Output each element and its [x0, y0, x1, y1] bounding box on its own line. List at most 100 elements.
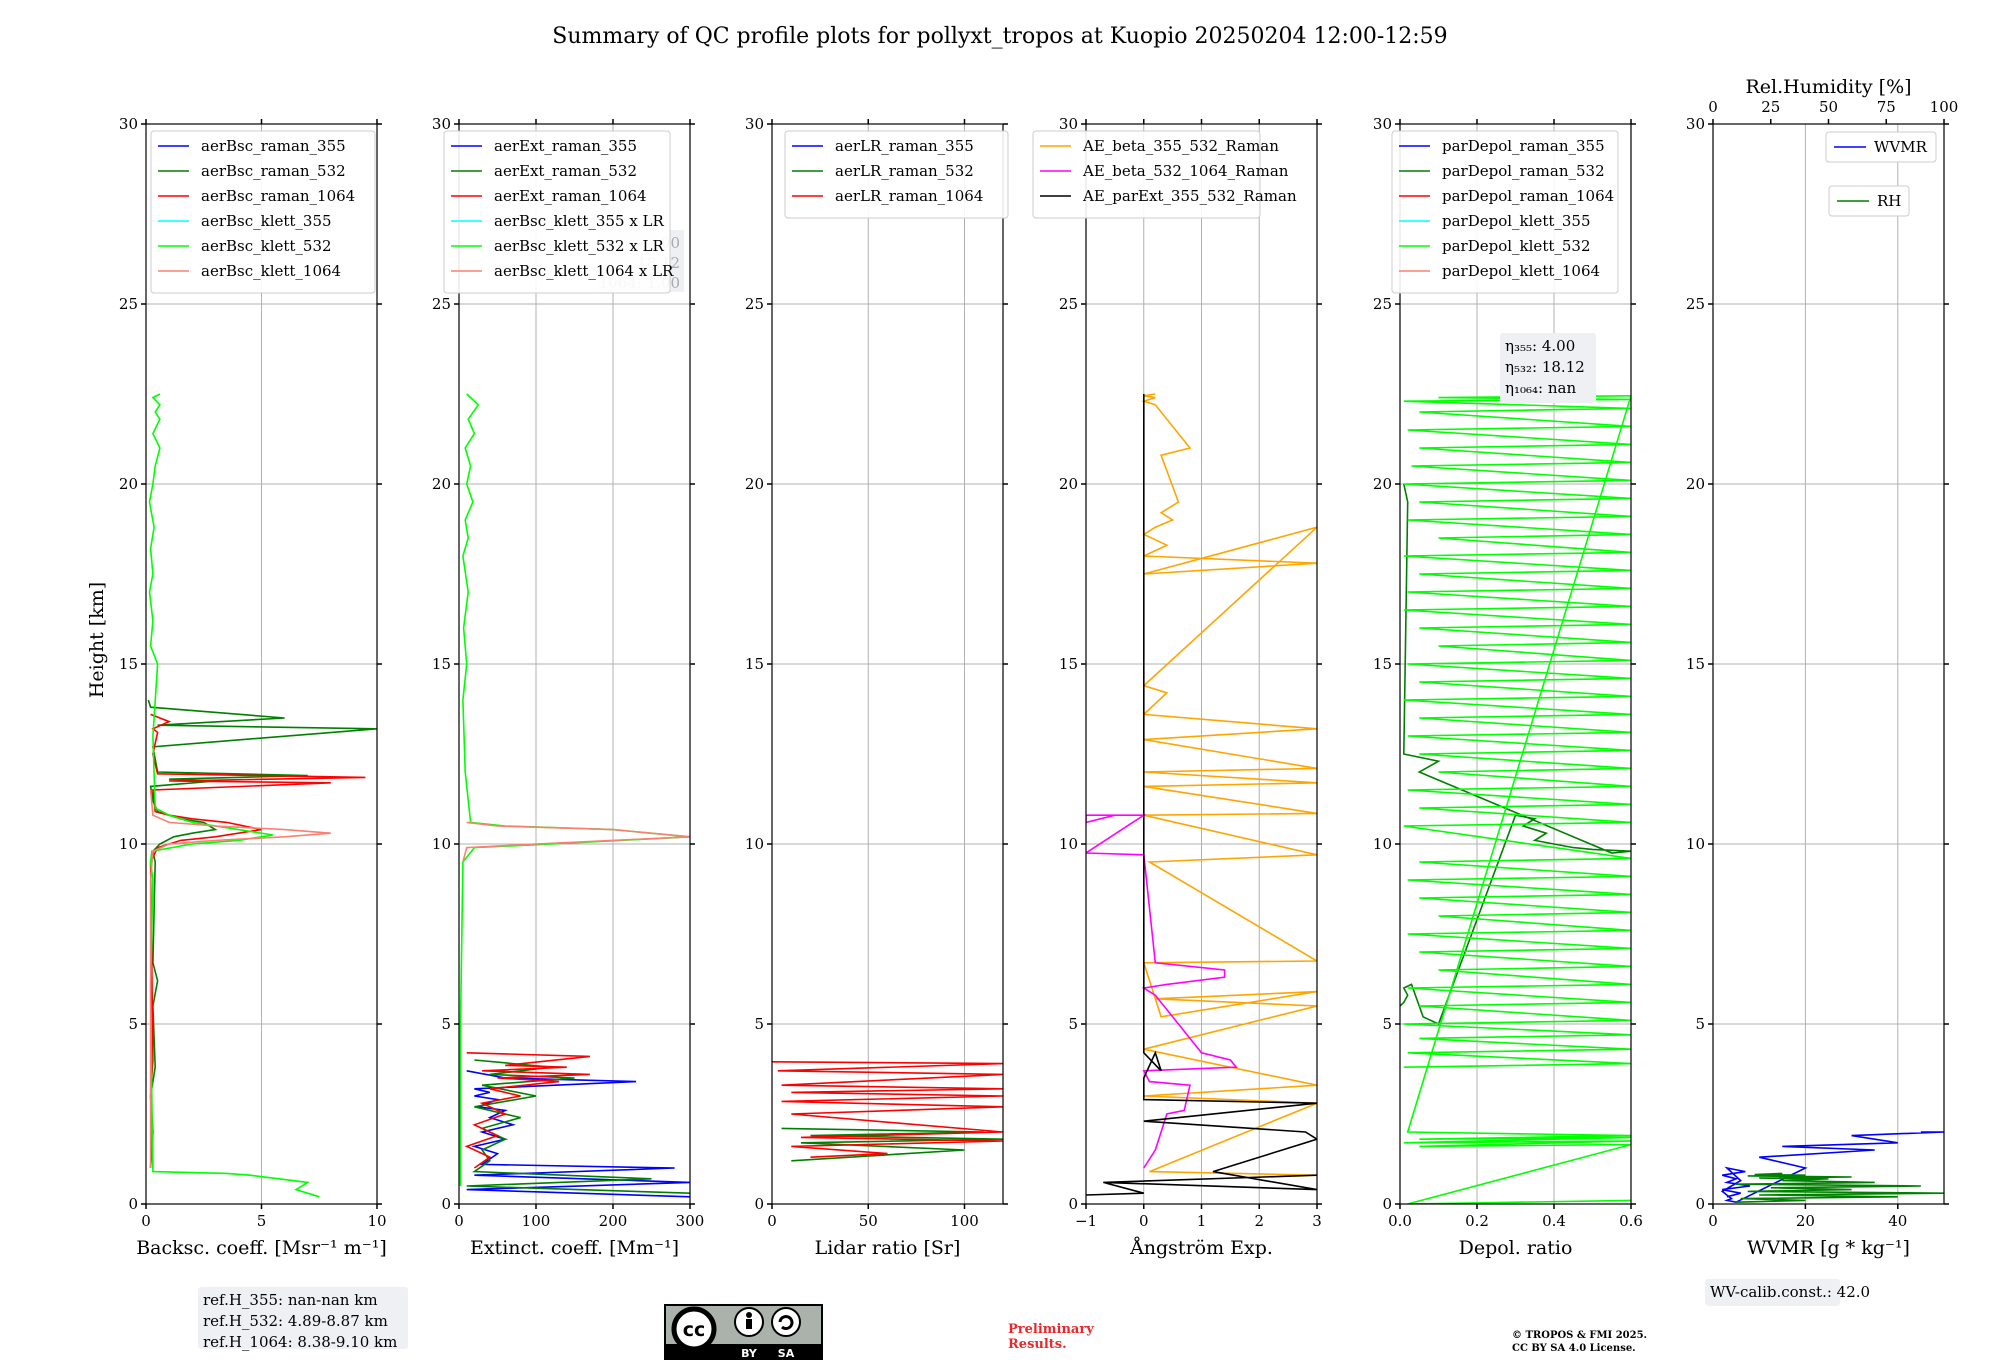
- panel-backscatter: 0 5 10 15 20 25 30 0 5 10 Backsc. coeff. [Msr⁻¹ m⁻…: [119, 115, 408, 1351]
- y-tick-label: 15: [432, 655, 451, 673]
- legend-label: WVMR: [1874, 138, 1928, 156]
- legend-label: aerExt_raman_1064: [494, 187, 647, 205]
- x-axis-label: Extinct. coeff. [Mm⁻¹]: [470, 1237, 679, 1259]
- top-x-axis-label: Rel.Humidity [%]: [1745, 76, 1911, 98]
- x-tick-label: 10: [367, 1212, 386, 1230]
- series-line-RH: [1736, 1172, 1944, 1203]
- x-axis-label: Ångström Exp.: [1129, 1237, 1273, 1259]
- legend-label: aerLR_raman_1064: [835, 187, 983, 205]
- series-line-AE_beta_532_1064_Raman: [1086, 814, 1238, 1169]
- series-line-aerBsc_klett_532 x LR: [459, 393, 690, 1186]
- legend-label: aerBsc_raman_532: [201, 162, 346, 180]
- legend-label: parDepol_raman_1064: [1442, 187, 1614, 205]
- legend: parDepol_raman_355 parDepol_raman_532 parD…: [1391, 130, 1619, 294]
- info-box-bg: [1500, 333, 1596, 403]
- legend-label: aerLR_raman_532: [835, 162, 974, 180]
- series-line-parDepol_klett_532: [1403, 394, 1631, 1204]
- x-tick-label: 0: [1708, 1212, 1718, 1230]
- series-group: [1720, 1131, 1944, 1204]
- top-x-tick-label: 0: [1708, 98, 1718, 116]
- y-tick-label: 10: [432, 835, 451, 853]
- series-group: [1086, 393, 1317, 1196]
- legend: aerLR_raman_355 aerLR_raman_532 aerLR_rama…: [784, 130, 1009, 219]
- info-box: WV-calib.const.: 42.0: [1705, 1279, 1870, 1306]
- y-tick-label: 15: [119, 655, 138, 673]
- legend-label: parDepol_klett_1064: [1442, 262, 1600, 280]
- y-tick-label: 10: [1059, 835, 1078, 853]
- top-x-tick-label: 100: [1930, 98, 1959, 116]
- y-tick-label: 20: [1059, 475, 1078, 493]
- legend-label: RH: [1877, 192, 1901, 210]
- series-line-aerBsc_raman_532: [147, 699, 377, 1169]
- legend-label: aerBsc_klett_1064 x LR: [494, 262, 674, 280]
- panel-depol: 0 5 10 15 20 25 30 0.0 0.2 0.4 0.6 Depol. ratio parD…: [1373, 115, 1643, 1259]
- series-line-AE_parExt_355_532_Raman: [1086, 394, 1317, 1196]
- legend-label: aerBsc_raman_1064: [201, 187, 355, 205]
- legend-label: parDepol_klett_532: [1442, 237, 1591, 255]
- series-line-aerLR_raman_1064: [772, 1061, 1003, 1158]
- series-line-aerExt_raman_1064: [464, 1052, 590, 1169]
- x-tick-label: 0: [767, 1212, 777, 1230]
- series-line-AE_beta_355_532_Raman: [1141, 393, 1317, 1176]
- y-tick-label: 25: [1373, 295, 1392, 313]
- legend-label: parDepol_raman_355: [1442, 137, 1605, 155]
- series-group: [1400, 394, 1631, 1204]
- series-line-aerExt_raman_355: [466, 1070, 690, 1198]
- x-tick-label: −1: [1075, 1212, 1097, 1230]
- x-tick-label: 50: [859, 1212, 878, 1230]
- legend-label: aerLR_raman_355: [835, 137, 974, 155]
- y-axis-label: Height [km]: [86, 582, 108, 698]
- info-box-bg: [198, 1287, 408, 1349]
- x-tick-label: 0: [141, 1212, 151, 1230]
- y-tick-label: 30: [119, 115, 138, 133]
- legend-box: [1032, 130, 1261, 219]
- cc-mark-text: cc: [683, 1319, 706, 1341]
- y-tick-label: 15: [1373, 655, 1392, 673]
- y-tick-label: 30: [745, 115, 764, 133]
- preliminary-note-line1: Preliminary: [1008, 1322, 1094, 1337]
- y-tick-label: 0: [128, 1195, 138, 1213]
- top-x-tick-label: 50: [1819, 98, 1838, 116]
- y-tick-label: 0: [1068, 1195, 1078, 1213]
- y-tick-label: 5: [1382, 1015, 1392, 1033]
- legend-label: AE_parExt_355_532_Raman: [1082, 187, 1297, 205]
- y-tick-label: 10: [745, 835, 764, 853]
- legend-label: aerBsc_klett_355: [201, 212, 332, 230]
- legend: WVMR: [1825, 131, 1937, 163]
- y-tick-label: 25: [1059, 295, 1078, 313]
- y-tick-label: 0: [441, 1195, 451, 1213]
- info-box-text: ref.H_532: 4.89-8.87 km: [203, 1312, 388, 1330]
- x-axis-label: Backsc. coeff. [Msr⁻¹ m⁻¹]: [136, 1237, 387, 1259]
- copyright-line1: © TROPOS & FMI 2025.: [1512, 1330, 1647, 1341]
- legend-box: [443, 130, 671, 294]
- legend-label: AE_beta_532_1064_Raman: [1082, 162, 1289, 180]
- top-x-tick-label: 25: [1761, 98, 1780, 116]
- x-tick-label: 0: [454, 1212, 464, 1230]
- x-tick-label: 100: [522, 1212, 551, 1230]
- y-tick-label: 0: [754, 1195, 764, 1213]
- info-box: ref.H_355: nan-nan km ref.H_532: 4.89-8.8…: [198, 1287, 408, 1351]
- y-tick-label: 5: [1068, 1015, 1078, 1033]
- series-group: [459, 393, 690, 1198]
- x-axis-label: WVMR [g * kg⁻¹]: [1747, 1237, 1910, 1259]
- series-line-aerBsc_klett_1064 x LR: [462, 821, 690, 863]
- legend-label: parDepol_klett_355: [1442, 212, 1591, 230]
- y-tick-label: 0: [1382, 1195, 1392, 1213]
- figure-title: Summary of QC profile plots for pollyxt_…: [552, 24, 1447, 49]
- preliminary-note-line2: Results.: [1008, 1337, 1067, 1352]
- series-line-aerBsc_raman_1064: [149, 713, 366, 1169]
- panel-lidar-ratio: 0 5 10 15 20 25 30 0 50 100 Lidar ratio [Sr] aerLR_…: [745, 115, 1009, 1259]
- y-tick-label: 10: [1373, 835, 1392, 853]
- y-tick-label: 20: [1373, 475, 1392, 493]
- x-tick-label: 0.2: [1465, 1212, 1489, 1230]
- y-tick-label: 30: [432, 115, 451, 133]
- info-box: η₃₅₅: 4.00 η₅₃₂: 18.12 η₁₀₆₄: nan: [1500, 333, 1596, 403]
- y-tick-label: 20: [119, 475, 138, 493]
- y-tick-label: 30: [1059, 115, 1078, 133]
- legend-label: aerExt_raman_532: [494, 162, 637, 180]
- cc-license-logo: cc BY SA: [664, 1304, 823, 1360]
- x-tick-label: 300: [676, 1212, 705, 1230]
- info-box-text: η₁₀₆₄: nan: [1505, 379, 1576, 397]
- legend-label: aerBsc_klett_355 x LR: [494, 212, 665, 230]
